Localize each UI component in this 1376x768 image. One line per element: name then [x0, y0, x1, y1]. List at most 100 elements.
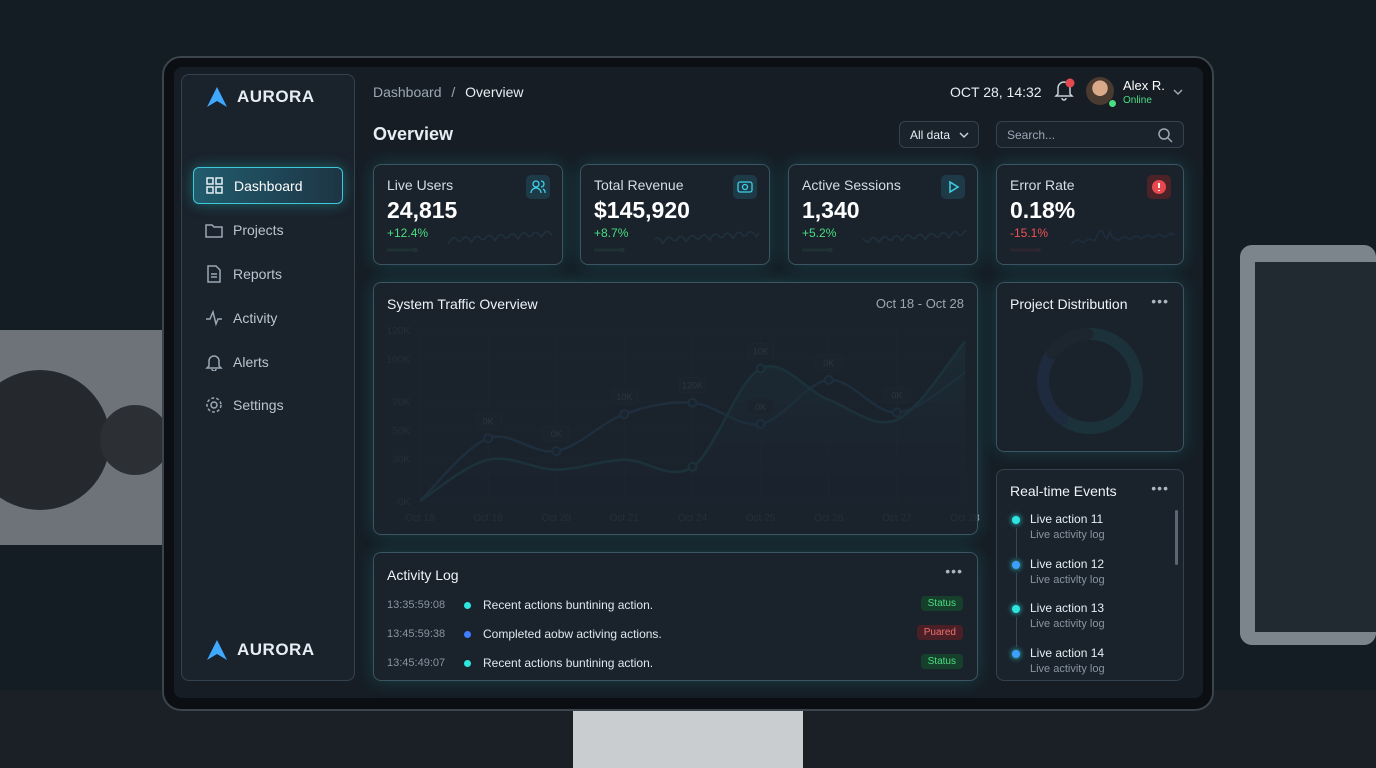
notifications[interactable]: [1052, 78, 1076, 102]
kpi-label: Active Sessions: [802, 177, 901, 193]
brand-logo: [207, 640, 227, 660]
nav-label: Alerts: [233, 353, 269, 370]
speaker-cone: [100, 405, 170, 475]
status-badge[interactable]: Status: [920, 596, 963, 611]
log-dot: [464, 602, 471, 609]
breadcrumb: Dashboard / Overview: [373, 84, 524, 100]
nav-label: Activity: [233, 309, 278, 326]
log-time: 13:45:59:38: [387, 628, 446, 640]
log-message: Completed aobw activing actions.: [483, 627, 662, 641]
kpi-label: Error Rate: [1010, 177, 1075, 193]
kpi-icon: [1147, 175, 1171, 199]
event-detail: Live activity log: [1030, 618, 1105, 630]
user-status: Online: [1123, 95, 1152, 106]
panel-title: Real-time Events: [1010, 483, 1117, 499]
dropdown-caret: [959, 131, 969, 138]
sidebar: [181, 74, 355, 681]
panel-menu[interactable]: •••: [945, 563, 963, 579]
nav-label: Projects: [233, 221, 284, 238]
speaker-cone: [0, 370, 110, 510]
breadcrumb-separator: /: [451, 84, 456, 100]
kpi-delta: +12.4%: [387, 226, 429, 240]
kpi-value: 24,815: [387, 197, 458, 223]
kpi-card: Active Sessions 1,340 +5.2%: [788, 164, 978, 265]
event-detail: Live activlty log: [1030, 573, 1105, 586]
laptop-screen: [1255, 262, 1376, 632]
nav-item[interactable]: Reports: [193, 255, 343, 292]
filter-dropdown[interactable]: All data: [899, 121, 979, 148]
event-title[interactable]: Live action 14: [1030, 645, 1105, 660]
monitor-stand: [573, 705, 803, 768]
event-detail: Live activity log: [1030, 662, 1105, 675]
event-connector: [1015, 617, 1017, 647]
event-dot: [1012, 516, 1020, 524]
panel-title: Activity Log: [387, 567, 459, 583]
panel-title: Project Distribution: [1010, 296, 1128, 312]
breadcrumb-item[interactable]: Dashboard: [373, 84, 442, 100]
status-dot: [1108, 99, 1117, 108]
event-connector: [1015, 572, 1017, 603]
kpi-card: Live Users 24,815 +12.4%: [373, 164, 563, 265]
nav-item[interactable]: Dashboard: [193, 167, 343, 204]
kpi-icon: [941, 175, 965, 199]
user-menu-caret[interactable]: [1172, 87, 1184, 97]
nav-icon: [207, 264, 221, 283]
panel-menu[interactable]: •••: [1151, 480, 1169, 496]
datetime: OCT 28, 14:32: [950, 84, 1042, 100]
event-title[interactable]: Live action 13: [1030, 601, 1105, 615]
brand[interactable]: AURORA: [205, 85, 315, 109]
event-dot: [1012, 560, 1020, 569]
events-panel: Real-time Events ••• Live action 11 Live …: [996, 469, 1184, 681]
nav-icon: [206, 176, 223, 194]
footer-brand: AURORA: [205, 638, 315, 662]
status-badge[interactable]: Puared: [916, 625, 963, 640]
brand-name: AURORA: [237, 640, 315, 659]
chart-subtitle: Oct 18 - Oct 28: [875, 296, 964, 311]
kpi-icon: [526, 175, 550, 199]
event-dot: [1012, 605, 1020, 613]
kpi-value: 0.18%: [1010, 197, 1076, 223]
breadcrumb-current: Overview: [465, 84, 524, 100]
brand-name: AURORA: [237, 87, 315, 106]
user-name[interactable]: Alex R.: [1123, 78, 1165, 93]
kpi-value: $145,920: [594, 197, 690, 223]
log-dot: [464, 660, 471, 667]
chart-title: System Traffic Overview: [387, 296, 538, 312]
nav-item[interactable]: Activity: [193, 299, 343, 336]
status-badge[interactable]: Status: [920, 654, 963, 669]
search-box[interactable]: Search...: [996, 121, 1184, 148]
log-message: Recent actions buntining action.: [483, 598, 654, 612]
nav-icon: [206, 396, 222, 413]
nav-label: Reports: [233, 265, 283, 282]
kpi-value: 1,340: [802, 197, 860, 223]
page-title: Overview: [373, 124, 454, 144]
traffic-panel: System Traffic Overview Oct 18 - Oct 28: [373, 282, 978, 535]
kpi-delta: +8.7%: [594, 226, 629, 240]
event-title[interactable]: Live action 12: [1030, 556, 1105, 571]
kpi-card: Total Revenue $145,920 +8.7%: [580, 164, 770, 265]
event-connector: [1015, 528, 1017, 558]
kpi-label: Live Users: [387, 177, 454, 193]
nav-icon: [205, 354, 223, 371]
nav-item[interactable]: Alerts: [193, 343, 343, 380]
nav-icon: [205, 223, 223, 238]
kpi-label: Total Revenue: [594, 177, 684, 193]
log-time: 13:35:59:08: [387, 599, 446, 611]
panel-menu[interactable]: •••: [1151, 293, 1169, 309]
event-detail: Live activity log: [1030, 529, 1105, 541]
nav-item[interactable]: Settings: [193, 386, 343, 423]
search-icon: [1158, 127, 1173, 143]
nav-label: Settings: [233, 396, 284, 413]
nav-item[interactable]: Projects: [193, 211, 343, 248]
log-dot: [464, 631, 471, 638]
kpi-card: Error Rate 0.18% -15.1%: [996, 164, 1184, 265]
kpi-delta: -15.1%: [1010, 226, 1049, 240]
nav-icon: [206, 309, 222, 326]
filter-label: All data: [910, 127, 951, 142]
kpi-icon: [733, 175, 757, 199]
search-placeholder: Search...: [1007, 127, 1056, 142]
event-title[interactable]: Live action 11: [1030, 512, 1104, 526]
scrollbar: [1175, 510, 1178, 565]
